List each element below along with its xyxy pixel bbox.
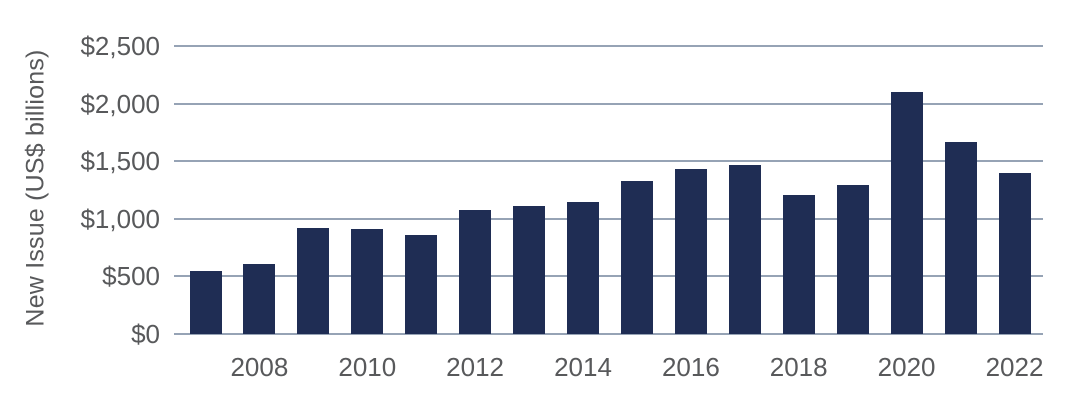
gridline-2000 <box>174 102 1043 105</box>
bar-2008 <box>243 263 276 334</box>
bar-2014 <box>567 201 599 334</box>
xtick-label-2018: 2018 <box>769 352 828 382</box>
gridline-2500 <box>174 45 1043 47</box>
xtick-label-2016: 2016 <box>661 352 720 382</box>
bar-2009 <box>297 228 330 334</box>
gridline-0 <box>174 333 1043 335</box>
ytick-label-1000: $1,000 <box>80 203 160 234</box>
ytick-label-2000: $2,000 <box>80 88 160 119</box>
bar-2012 <box>459 209 492 334</box>
xtick-label-2014: 2014 <box>554 352 612 382</box>
ytick-label-2500: $2,500 <box>80 31 160 61</box>
bar-2021 <box>944 141 977 334</box>
bar-2020 <box>890 92 923 334</box>
bar-2010 <box>351 229 384 334</box>
bar-2015 <box>620 180 653 334</box>
xtick-label-2022: 2022 <box>985 352 1044 382</box>
xtick-label-2010: 2010 <box>338 352 397 382</box>
bar-2007 <box>189 270 222 334</box>
bar-2013 <box>513 206 546 334</box>
ytick-label-0: $0 <box>131 319 160 349</box>
xtick-label-2008: 2008 <box>230 352 289 382</box>
xtick-label-2012: 2012 <box>446 352 505 382</box>
ytick-label-500: $500 <box>102 261 160 292</box>
gridline-1000 <box>174 217 1043 220</box>
bar-2016 <box>674 169 707 334</box>
bar-2018 <box>782 194 815 334</box>
bar-2017 <box>728 164 761 334</box>
bar-2022 <box>998 172 1031 334</box>
gridline-1500 <box>174 160 1043 163</box>
xtick-label-2020: 2020 <box>877 352 936 382</box>
gridline-500 <box>174 275 1043 278</box>
bar-2011 <box>405 234 438 334</box>
ytick-label-1500: $1,500 <box>80 146 160 177</box>
bar-2019 <box>836 185 869 334</box>
